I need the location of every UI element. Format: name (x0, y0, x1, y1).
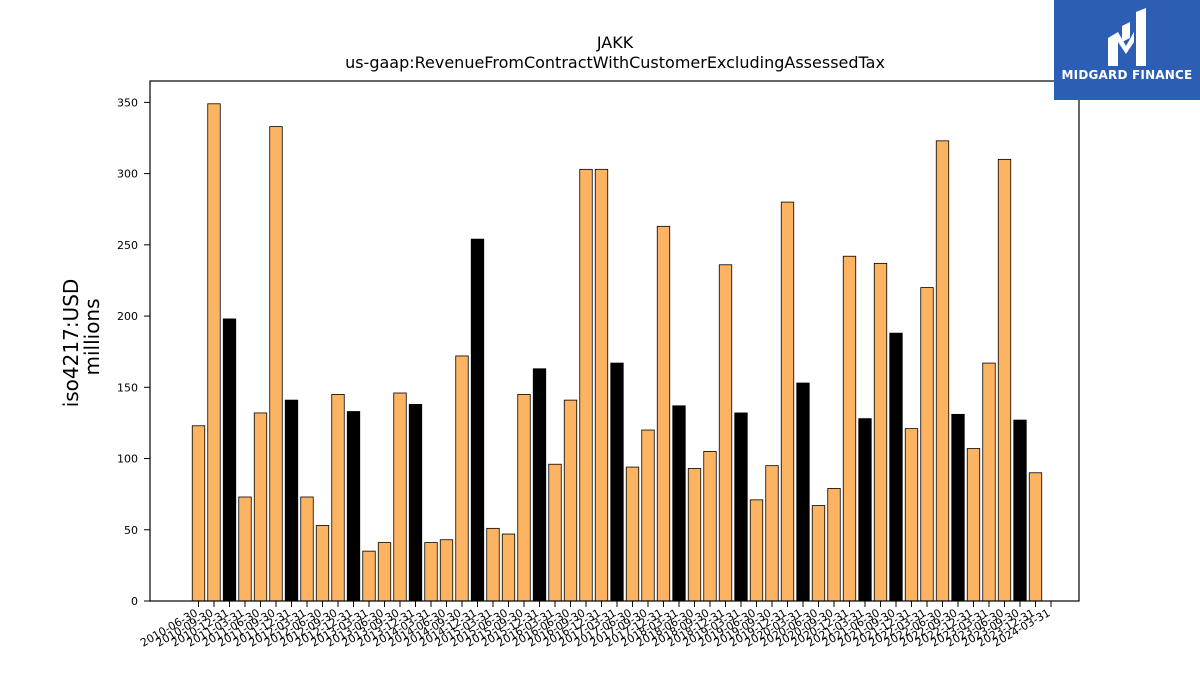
bar-2018-09-30 (703, 451, 717, 602)
bar-2023-03-31 (982, 362, 996, 602)
bar-2022-03-31 (920, 287, 934, 602)
bar-2012-09-30 (331, 394, 345, 602)
bar-2023-06-30 (997, 158, 1012, 602)
bar-2023-09-30 (1013, 419, 1027, 602)
bar-2010-06-30 (191, 425, 206, 602)
bar-2017-03-31 (610, 362, 624, 602)
bar-2021-09-30 (889, 332, 903, 602)
bar-2014-03-31 (424, 542, 438, 602)
bar-2015-09-30 (517, 394, 531, 602)
bar-2020-09-30 (827, 488, 841, 602)
chart-subtitle: us-gaap:RevenueFromContractWithCustomerE… (345, 53, 885, 72)
bar-2020-12-31 (842, 255, 857, 602)
chart-title: JAKK (596, 33, 634, 52)
bar-2014-12-31 (470, 238, 485, 602)
y-tick-label: 300 (117, 168, 138, 181)
y-axis: 0 50 100 150 200 250 300 350 (117, 96, 150, 608)
bar-2013-09-30 (393, 392, 407, 602)
logo-text: MIDGARD FINANCE (1061, 68, 1193, 82)
y-tick-label: 50 (124, 524, 138, 537)
bar-2017-12-31 (656, 225, 671, 602)
y-tick-label: 350 (117, 96, 138, 109)
bar-2023-12-31 (1028, 472, 1043, 602)
bar-2019-09-30 (765, 465, 779, 602)
bar-2010-12-31 (222, 318, 237, 602)
bar-2016-12-31 (594, 168, 609, 602)
bar-2016-06-30 (563, 399, 578, 602)
bar-2021-12-31 (904, 428, 919, 602)
bar-2013-12-31 (408, 403, 423, 602)
bar-2018-06-30 (687, 468, 702, 602)
y-tick-label: 250 (117, 239, 138, 252)
bar-2019-03-31 (734, 412, 748, 602)
bar-2016-09-30 (579, 168, 593, 602)
bar-2014-09-30 (455, 355, 469, 602)
bar-2020-03-31 (796, 382, 810, 602)
bar-2011-06-30 (253, 412, 268, 602)
bar-2015-06-30 (501, 533, 516, 602)
y-tick-label: 100 (117, 453, 138, 466)
bar-2022-06-30 (935, 140, 950, 602)
bar-2015-12-31 (532, 368, 547, 602)
bar-2013-06-30 (377, 542, 392, 602)
y-axis-label-units: millions (80, 298, 104, 375)
bar-2013-03-31 (362, 550, 376, 602)
bar-2011-09-30 (269, 126, 283, 602)
bar-2021-06-30 (873, 262, 888, 602)
bar-2010-09-30 (207, 103, 221, 602)
bar-2018-03-31 (672, 405, 686, 602)
bars-group (191, 103, 1043, 602)
bar-2018-12-31 (718, 264, 733, 602)
brand-logo: MIDGARD FINANCE (1054, 0, 1200, 100)
bar-2011-12-31 (284, 399, 299, 602)
bar-2012-06-30 (315, 525, 330, 602)
y-tick-label: 0 (131, 595, 138, 608)
bar-2014-06-30 (439, 539, 454, 602)
bar-2011-03-31 (238, 496, 252, 602)
midgard-logo-icon (1108, 8, 1146, 66)
bar-2017-06-30 (625, 466, 640, 602)
bar-2022-09-30 (951, 413, 965, 602)
bar-2021-03-31 (858, 418, 872, 602)
y-tick-label: 150 (117, 381, 138, 394)
bar-2012-12-31 (346, 411, 361, 602)
plot-frame (149, 80, 1080, 602)
bar-2020-06-30 (811, 505, 826, 602)
bar-2019-06-30 (749, 499, 764, 602)
y-axis-label: iso4217:USD (59, 279, 83, 408)
bar-2017-09-30 (641, 429, 655, 602)
bar-2019-12-31 (780, 201, 795, 602)
bar-2016-03-31 (548, 463, 562, 602)
bar-2022-12-31 (966, 448, 981, 602)
x-axis: 2010-06-302010-09-302010-12-312011-03-31… (138, 601, 1053, 650)
y-tick-label: 200 (117, 310, 138, 323)
bar-2015-03-31 (486, 527, 500, 602)
bar-2012-03-31 (300, 496, 314, 602)
